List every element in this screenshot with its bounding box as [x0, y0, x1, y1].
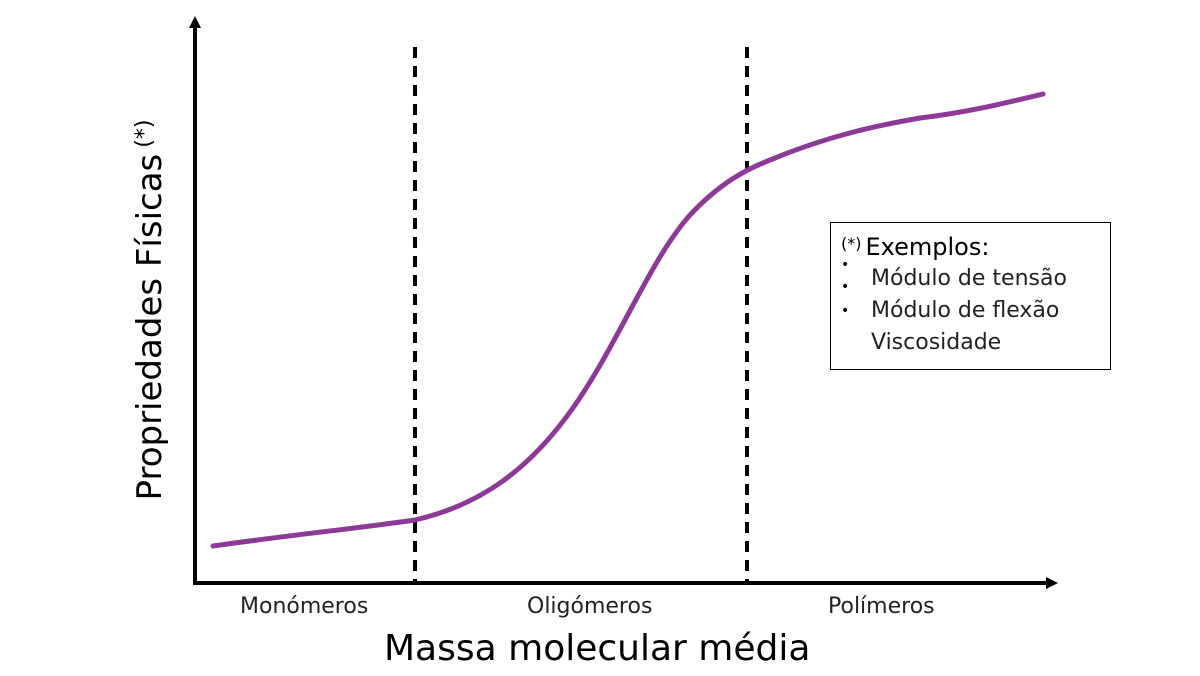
- region-label-oligomers: Oligómeros: [527, 594, 653, 619]
- legend-item: Módulo de tensão: [871, 266, 1067, 291]
- legend-title: (*) Exemplos:: [841, 233, 989, 261]
- legend-item: Módulo de flexão: [871, 298, 1060, 323]
- property-curve: [210, 91, 1046, 549]
- y-axis-label: Propriedades Físicas (*): [130, 120, 170, 501]
- legend-title-text: Exemplos:: [865, 233, 990, 261]
- bullet-dot: •: [841, 303, 850, 319]
- y-axis-label-mark: (*): [132, 119, 157, 148]
- legend-item: Viscosidade: [871, 330, 1002, 355]
- legend-box: (*) Exemplos: • • • Módulo de tensão Módu…: [830, 222, 1111, 370]
- region-label-monomers: Monómeros: [240, 594, 369, 619]
- region-label-polymers: Polímeros: [828, 594, 935, 619]
- x-axis-label: Massa molecular média: [384, 628, 811, 669]
- bullet-dot: •: [841, 279, 850, 295]
- legend-mark: (*): [841, 234, 862, 253]
- bullet-dot: •: [841, 257, 850, 273]
- y-axis-label-text: Propriedades Físicas: [130, 153, 170, 501]
